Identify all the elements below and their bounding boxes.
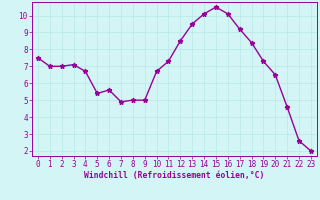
X-axis label: Windchill (Refroidissement éolien,°C): Windchill (Refroidissement éolien,°C)	[84, 171, 265, 180]
